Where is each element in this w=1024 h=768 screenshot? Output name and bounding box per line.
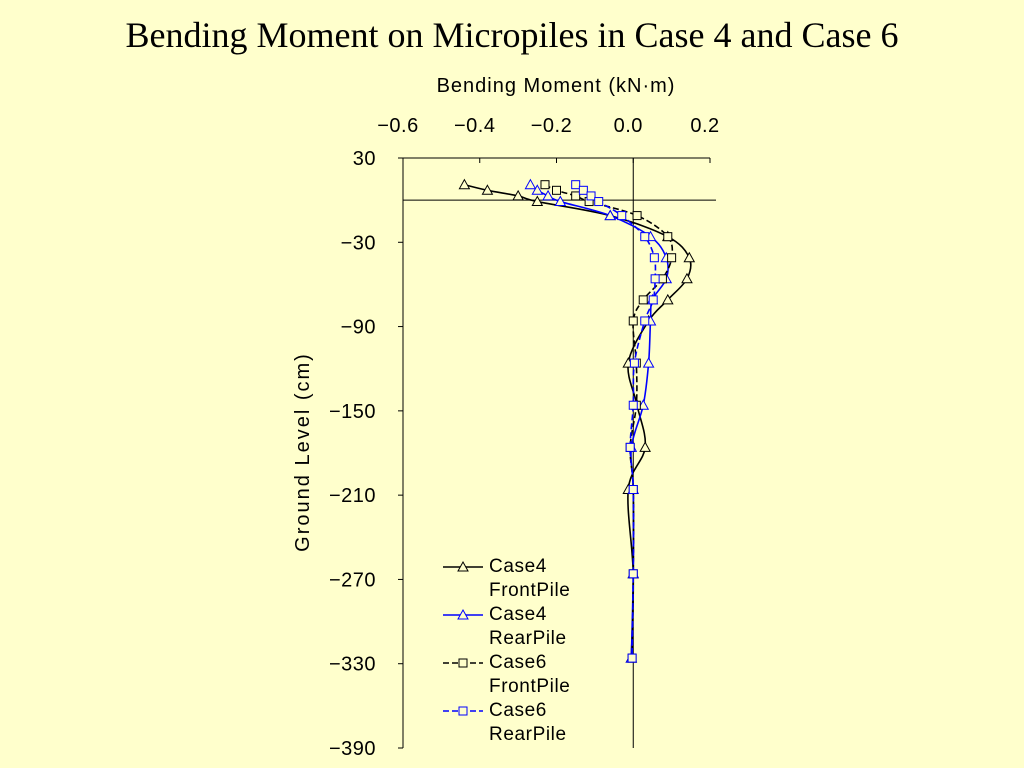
data-point: [554, 195, 567, 207]
data-point: [628, 400, 638, 410]
data-point: [617, 211, 627, 221]
data-point: [628, 485, 638, 495]
data-point: [638, 295, 648, 305]
data-point: [650, 274, 660, 284]
y-tick-label: −390: [329, 738, 376, 760]
data-point: [531, 184, 544, 195]
data-point: [586, 191, 596, 201]
data-point: [458, 178, 471, 190]
x-axis-ticks: −0.6 −0.4 −0.2 0.0 0.2: [377, 115, 719, 163]
x-axis-title: Bending Moment (kN·m): [437, 75, 676, 97]
data-point: [629, 358, 639, 368]
legend-marker: [458, 706, 468, 716]
y-tick-label: −210: [329, 485, 376, 507]
data-point: [640, 232, 650, 242]
data-point: [642, 357, 655, 368]
y-tick-label: −90: [341, 317, 376, 339]
legend-label: Case4 FrontPile: [489, 556, 571, 601]
x-tick-label: −0.6: [377, 115, 418, 137]
x-tick-label: −0.4: [454, 115, 495, 137]
data-point: [681, 272, 693, 284]
legend-entry: Case6 FrontPile: [443, 651, 603, 699]
legend-marker: [457, 560, 469, 572]
y-axis-title: Ground Level (cm): [292, 352, 314, 552]
data-point: [540, 180, 550, 190]
series-markers: [458, 178, 696, 663]
legend-label: Case6 RearPile: [489, 700, 567, 745]
data-point: [639, 441, 651, 452]
data-point: [661, 293, 674, 305]
legend: Case4 FrontPile Case4 RearPile Case6 Fro…: [443, 555, 603, 747]
chart-title: Bending Moment on Micropiles in Case 4 a…: [125, 15, 899, 55]
legend-marker: [458, 658, 468, 668]
y-axis-ticks: 30 −30 −90 −150 −210 −270 −330 −390: [329, 148, 403, 760]
data-point: [640, 316, 650, 326]
data-point: [649, 253, 659, 263]
legend-label: Case6 FrontPile: [489, 652, 571, 697]
data-point: [648, 295, 658, 305]
data-point: [683, 251, 696, 263]
y-tick-label: −30: [341, 232, 376, 254]
data-point: [531, 195, 544, 207]
axes: [402, 157, 716, 748]
data-point: [628, 569, 638, 579]
data-point: [632, 211, 642, 221]
data-point: [625, 442, 635, 452]
data-point: [667, 253, 677, 263]
legend-marker: [457, 608, 469, 620]
x-tick-label: 0.2: [690, 115, 719, 137]
data-point: [604, 209, 617, 221]
y-tick-label: 30: [353, 148, 376, 170]
data-point: [594, 197, 604, 207]
data-point: [571, 180, 581, 190]
y-tick-label: −330: [329, 654, 376, 676]
legend-entry: Case4 RearPile: [443, 603, 603, 651]
series-line-case4-frontpile: [464, 183, 692, 659]
legend-swatch: [443, 658, 483, 668]
y-tick-label: −270: [329, 569, 376, 591]
data-point: [481, 184, 494, 195]
data-point: [552, 185, 561, 195]
y-tick-label: −150: [329, 401, 376, 423]
legend-entry: Case4 FrontPile: [443, 555, 603, 603]
data-point: [628, 316, 638, 326]
legend-swatch: [443, 706, 483, 716]
data-point: [542, 189, 554, 201]
series-markers-case6-rearpile: [571, 180, 660, 663]
legend-swatch: [443, 560, 483, 572]
data-point: [627, 653, 637, 663]
data-point: [663, 232, 673, 242]
data-point: [524, 178, 537, 190]
data-point: [571, 191, 581, 201]
data-point: [512, 189, 524, 201]
x-tick-label: 0.0: [614, 115, 643, 137]
x-tick-label: −0.2: [531, 115, 572, 137]
legend-swatch: [443, 608, 483, 620]
data-point: [578, 185, 588, 195]
legend-entry: Case6 RearPile: [443, 699, 603, 747]
legend-label: Case4 RearPile: [489, 604, 567, 649]
